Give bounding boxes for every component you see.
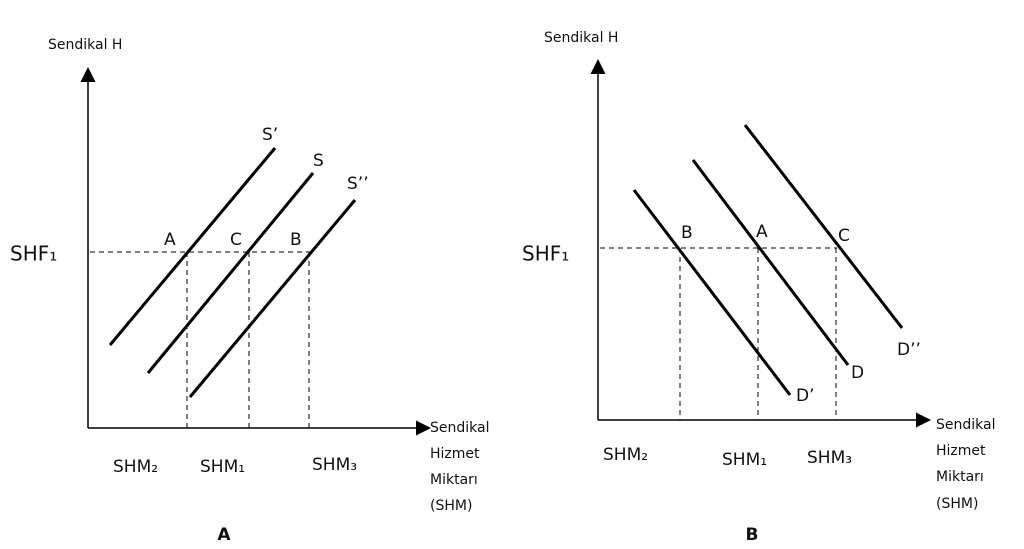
supply-curve	[108, 147, 277, 346]
point-label: B	[290, 230, 302, 250]
y-axis-label: Sendikal H	[544, 30, 618, 46]
curve-label: S’’	[347, 174, 369, 194]
curve-label: S’	[262, 125, 278, 145]
quantity-label: SHM₃	[312, 455, 357, 475]
panel-caption: A	[217, 525, 231, 545]
panel-a: Sendikal H SHF₁ S’ S S’’ A C B SHM₂ SHM₁…	[10, 37, 489, 545]
point-label: B	[681, 223, 693, 243]
curve-label: D’’	[897, 340, 921, 360]
x-axis-label: Sendikal	[430, 420, 489, 436]
panel-caption: B	[746, 525, 759, 545]
price-label: SHF₁	[522, 242, 569, 266]
x-axis-label: Miktarı	[936, 469, 984, 485]
demand-curve	[691, 159, 850, 366]
supply-curve	[146, 172, 315, 374]
point-label: A	[164, 230, 176, 250]
x-axis-label: Sendikal	[936, 417, 995, 433]
quantity-label: SHM₂	[603, 445, 648, 465]
point-label: C	[838, 226, 850, 246]
x-axis-label: Hizmet	[936, 443, 986, 459]
y-axis-label: Sendikal H	[48, 37, 122, 53]
curve-label: S	[313, 151, 324, 171]
quantity-label: SHM₁	[722, 450, 767, 470]
supply-curve	[188, 199, 357, 398]
demand-curve	[632, 189, 792, 396]
curve-label: D’	[796, 386, 815, 406]
demand-curve	[743, 124, 904, 329]
x-axis-label: (SHM)	[430, 498, 472, 514]
x-axis-label: (SHM)	[936, 496, 978, 512]
quantity-label: SHM₁	[200, 457, 245, 477]
point-label: A	[756, 222, 768, 242]
quantity-label: SHM₂	[113, 457, 158, 477]
point-label: C	[230, 230, 242, 250]
x-axis-label: Miktarı	[430, 472, 478, 488]
panel-b: Sendikal H SHF₁ D’ D D’’ B A C SHM₂ SHM₁…	[522, 30, 995, 545]
quantity-label: SHM₃	[807, 448, 852, 468]
curve-label: D	[851, 363, 864, 383]
price-label: SHF₁	[10, 242, 57, 266]
x-axis-label: Hizmet	[430, 446, 480, 462]
